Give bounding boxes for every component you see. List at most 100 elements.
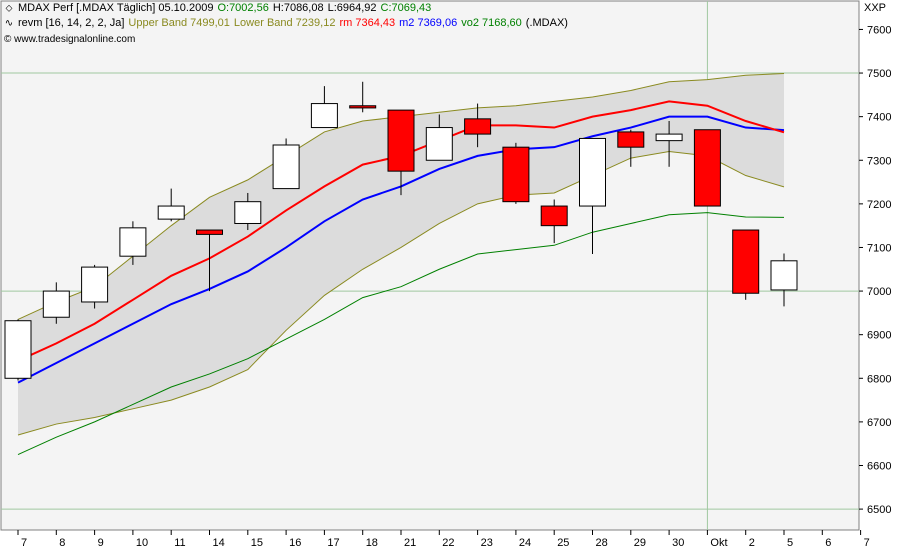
chart-icon: ⬦ [5, 3, 13, 14]
candle-body [770, 260, 798, 291]
candle-body [196, 229, 223, 235]
y-tick-label: 6800 [867, 373, 891, 385]
candle [540, 199, 568, 244]
x-tick-label: 24 [519, 537, 531, 549]
open-value: O:7002,56 [217, 2, 269, 14]
candle-body [42, 290, 70, 318]
candle-body [655, 133, 683, 142]
y-tick-label: 6900 [867, 330, 891, 342]
candle [349, 81, 377, 113]
x-tick-label: 2 [749, 537, 755, 549]
x-tick-label: 28 [596, 537, 608, 549]
y-tick-label: 7600 [867, 24, 891, 36]
candle-body [693, 129, 721, 207]
x-tick-label: 17 [327, 537, 339, 549]
x-tick-label: 30 [672, 537, 684, 549]
x-tick-label: 7 [21, 537, 27, 549]
lower-band-value: Lower Band 7239,12 [233, 17, 336, 29]
candle-body [425, 127, 453, 161]
candle [119, 221, 147, 265]
y-tick-label: 6600 [867, 460, 891, 472]
corner-label: XXP [864, 2, 887, 14]
candle-body [234, 201, 262, 224]
rm-value: rm 7364,43 [339, 17, 396, 29]
candle [464, 103, 492, 148]
candle [196, 229, 223, 292]
x-tick-label: 9 [98, 537, 104, 549]
candle-body [617, 131, 645, 148]
y-tick-label: 7400 [867, 112, 891, 124]
candle-body [349, 105, 377, 109]
upper-band-value: Upper Band 7499,01 [128, 17, 230, 29]
y-tick-label: 7200 [867, 199, 891, 211]
x-tick-label: 23 [481, 537, 493, 549]
vo2-value: vo2 7168,60 [461, 17, 522, 29]
candle [272, 138, 300, 190]
x-tick-label: 21 [404, 537, 416, 549]
close-value: C:7069,43 [380, 2, 432, 14]
lower-band-line [17, 151, 785, 436]
symbol-label: MDAX Perf [.MDAX Täglich] 05.10.2009 [18, 2, 214, 14]
candle [655, 121, 683, 167]
y-tick-label: 7100 [867, 242, 891, 254]
x-tick-label: 10 [136, 537, 148, 549]
y-tick-label: 7500 [867, 68, 891, 80]
candle-body [81, 266, 109, 303]
copyright-line: © www.tradesignalonline.com [4, 34, 139, 45]
candle-body [502, 146, 530, 203]
candle [732, 229, 760, 300]
candle-body [157, 205, 185, 220]
candle-body [119, 227, 147, 257]
x-tick-label: 16 [289, 537, 301, 549]
high-value: H:7086,08 [272, 2, 324, 14]
candles [4, 81, 798, 381]
candle [81, 264, 109, 309]
header-line-2: ∿ revm [16, 14, 2, 2, Ja] Upper Band 7499,… [4, 17, 572, 29]
y-tick-label: 6700 [867, 417, 891, 429]
candle [4, 319, 32, 381]
candle-body [464, 118, 492, 135]
y-axis: 7600 7500 7400 7300 7200 7100 7000 6900 6800 6700… [859, 24, 891, 516]
y-tick-label: 6500 [867, 504, 891, 516]
candle [42, 282, 70, 324]
indicator-label: revm [16, 14, 2, 2, Ja] [18, 17, 125, 29]
candle [579, 137, 606, 255]
x-tick-label: 18 [366, 537, 378, 549]
x-tick-label: 5 [787, 537, 793, 549]
x-tick-label: 6 [825, 537, 831, 549]
x-tick-label: 25 [557, 537, 569, 549]
x-tick-label: 8 [59, 537, 65, 549]
candle-body [310, 103, 338, 129]
candle-body [387, 109, 415, 172]
candle [770, 253, 798, 307]
x-tick-label: 29 [634, 537, 646, 549]
header-line-1: ⬦ MDAX Perf [.MDAX Täglich] 05.10.2009 O:7… [4, 2, 435, 14]
x-tick-label: 15 [251, 537, 263, 549]
symbol-tag: (.MDAX) [525, 17, 568, 29]
candle [693, 129, 721, 207]
candle-body [272, 144, 300, 190]
x-tick-label: 22 [442, 537, 454, 549]
candle-body [579, 137, 606, 207]
x-tick-label: Okt [710, 537, 727, 549]
candle [387, 109, 415, 196]
candle [425, 114, 453, 161]
candle-body [540, 205, 568, 227]
y-tick-label: 7300 [867, 155, 891, 167]
x-tick-label: 14 [213, 537, 225, 549]
m2-value: m2 7369,06 [399, 17, 458, 29]
y-tick-label: 7000 [867, 286, 891, 298]
indicator-icon: ∿ [4, 18, 14, 29]
candle [157, 188, 185, 222]
candle [234, 192, 262, 231]
x-axis: 7 8 9 10 11 14 15 16 17 18 21 22 23 24 25 28 29 30 Okt 2 5 6 7 [17, 530, 870, 549]
x-tick-label: 7 [864, 537, 870, 549]
candle-body [4, 320, 32, 379]
x-tick-label: 11 [174, 537, 185, 549]
candle [617, 129, 645, 167]
candle [502, 142, 530, 204]
copyright-text: © www.tradesignalonline.com [4, 34, 136, 45]
candle [310, 86, 338, 129]
vo2-line [17, 212, 785, 456]
